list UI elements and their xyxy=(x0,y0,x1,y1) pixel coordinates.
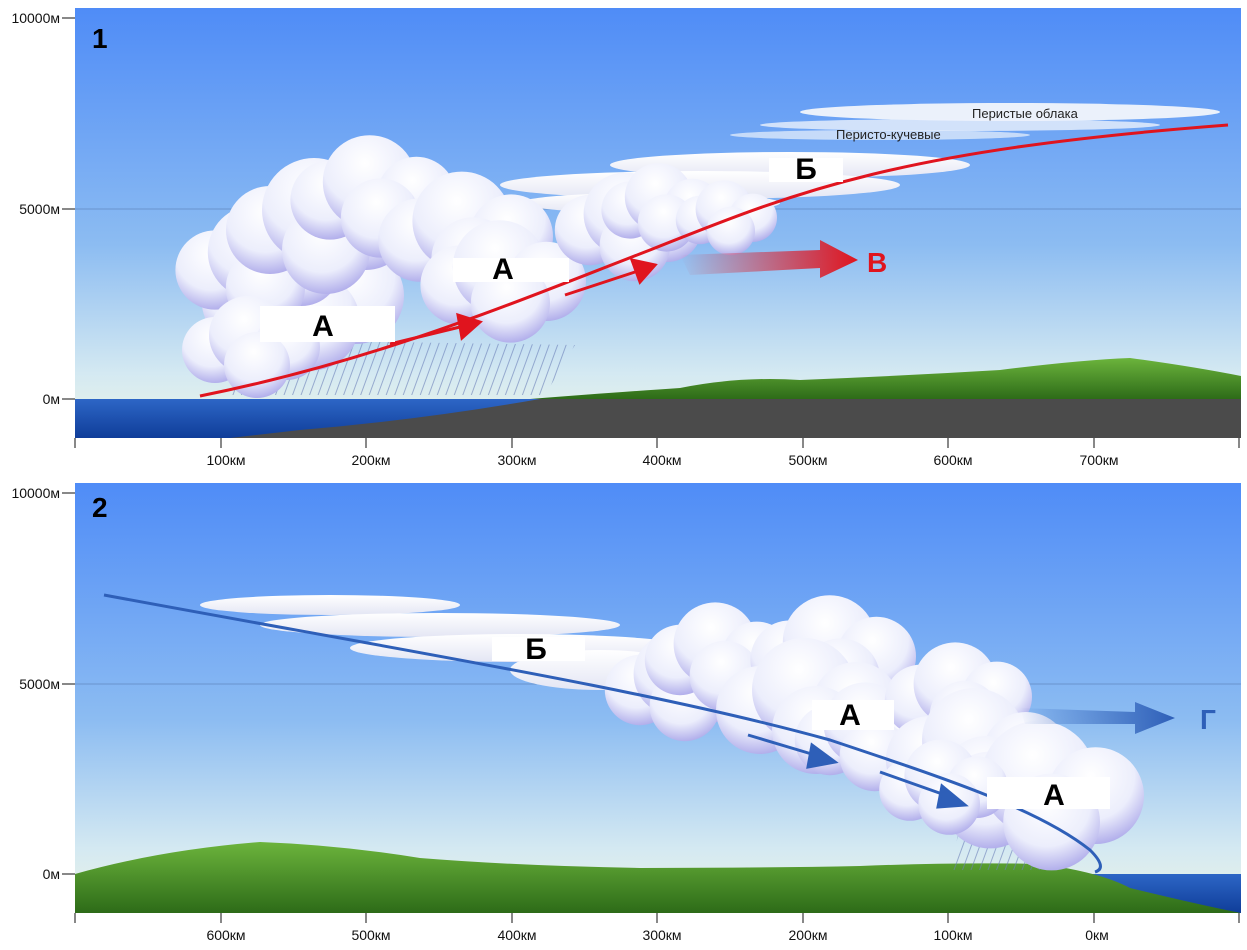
panel-1-number: 1 xyxy=(92,23,108,54)
arrow-v-label: В xyxy=(867,247,887,278)
svg-text:Б: Б xyxy=(795,153,817,186)
warm-front-line xyxy=(199,123,1229,398)
hills xyxy=(75,842,1241,913)
x-tick-300: 300км xyxy=(497,452,536,468)
label-box-a2: А xyxy=(453,253,569,286)
label-box-b: Б xyxy=(769,153,843,186)
hills xyxy=(530,358,1241,399)
label-box-a1: А xyxy=(260,306,395,343)
x-tick-600: 600км xyxy=(206,927,245,943)
label-box-a1: А xyxy=(812,699,894,732)
y-tick-0: 0м xyxy=(43,866,60,882)
x-tick-0: 0км xyxy=(1085,927,1109,943)
x-tick-500: 500км xyxy=(351,927,390,943)
panel-1: В Перистые облака Перисто-кучевые А А Б … xyxy=(11,8,1241,468)
x-tick-600: 600км xyxy=(933,452,972,468)
cirrus-label: Перистые облака xyxy=(972,106,1079,121)
y-tick-5000: 5000м xyxy=(19,676,60,692)
panel-2: Г Б А А 2 10000м 5000м 0м xyxy=(11,483,1241,943)
x-tick-100: 100км xyxy=(206,452,245,468)
x-tick-200: 200км xyxy=(351,452,390,468)
x-tick-200: 200км xyxy=(788,927,827,943)
x-tick-700: 700км xyxy=(1079,452,1118,468)
label-box-a2: А xyxy=(987,777,1110,812)
x-tick-100: 100км xyxy=(933,927,972,943)
arrow-v xyxy=(680,240,858,278)
x-tick-300: 300км xyxy=(642,927,681,943)
blue-flow-arrows xyxy=(747,733,969,809)
panel-2-x-ticks xyxy=(74,913,1240,923)
panel-2-y-ticks xyxy=(62,492,75,875)
y-tick-5000: 5000м xyxy=(19,201,60,217)
panel-1-y-ticks xyxy=(62,17,75,400)
svg-text:А: А xyxy=(1043,779,1065,812)
cirrus-clouds xyxy=(730,103,1220,140)
x-tick-400: 400км xyxy=(497,927,536,943)
arrow-g-label: Г xyxy=(1200,704,1216,735)
label-box-b: Б xyxy=(492,633,585,666)
x-tick-500: 500км xyxy=(788,452,827,468)
svg-text:А: А xyxy=(839,699,861,732)
arrow-g xyxy=(1020,702,1175,734)
svg-text:Б: Б xyxy=(525,633,547,666)
cold-front-line xyxy=(103,593,1102,874)
panel-1-x-ticks xyxy=(74,438,1240,448)
cirrocumulus-label: Перисто-кучевые xyxy=(836,127,941,142)
svg-text:А: А xyxy=(492,253,514,286)
y-tick-10000: 10000м xyxy=(11,10,60,26)
x-tick-400: 400км xyxy=(642,452,681,468)
y-tick-0: 0м xyxy=(43,391,60,407)
sea xyxy=(75,399,540,438)
y-tick-10000: 10000м xyxy=(11,485,60,501)
svg-text:А: А xyxy=(312,310,334,343)
red-flow-arrows xyxy=(389,257,658,346)
panel-2-number: 2 xyxy=(92,492,108,523)
